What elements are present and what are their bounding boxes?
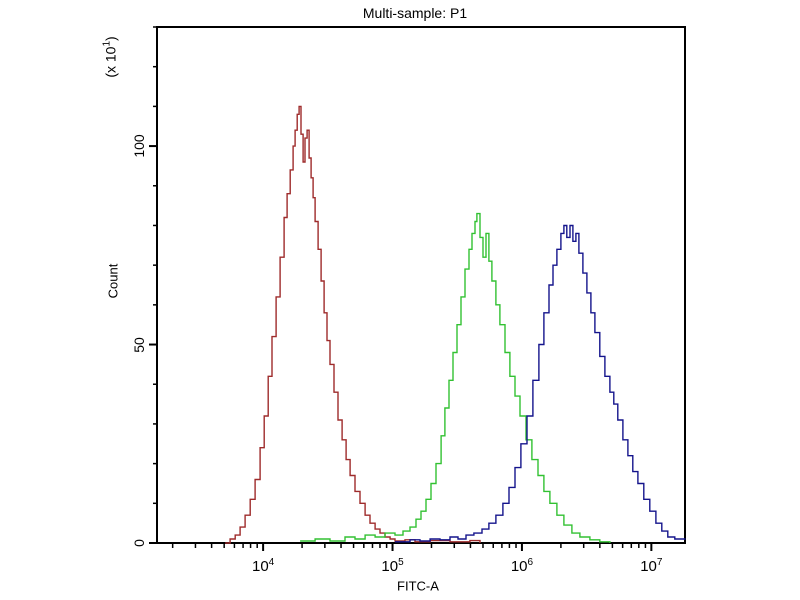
x-tick-label-1e7: 107 — [640, 557, 663, 575]
curve-sample-blue — [395, 224, 686, 543]
y-axis-label: Count — [105, 263, 121, 299]
curve-sample-red — [225, 105, 481, 544]
y-tick-label-100: 100 — [131, 134, 147, 158]
y-axis-multiplier: (x 101) — [101, 36, 119, 78]
chart-title: Multi-sample: P1 — [362, 5, 468, 21]
x-tick-label-1e6: 106 — [510, 557, 534, 575]
y-tick-label-50: 50 — [131, 336, 147, 353]
y-tick-label-0: 0 — [131, 539, 147, 547]
x-tick-label-1e5: 105 — [381, 557, 404, 575]
x-axis-label: FITC-A — [397, 578, 439, 594]
plot-frame — [156, 26, 686, 544]
x-tick-label-1e4: 104 — [251, 557, 275, 575]
curve-sample-green — [300, 212, 611, 543]
